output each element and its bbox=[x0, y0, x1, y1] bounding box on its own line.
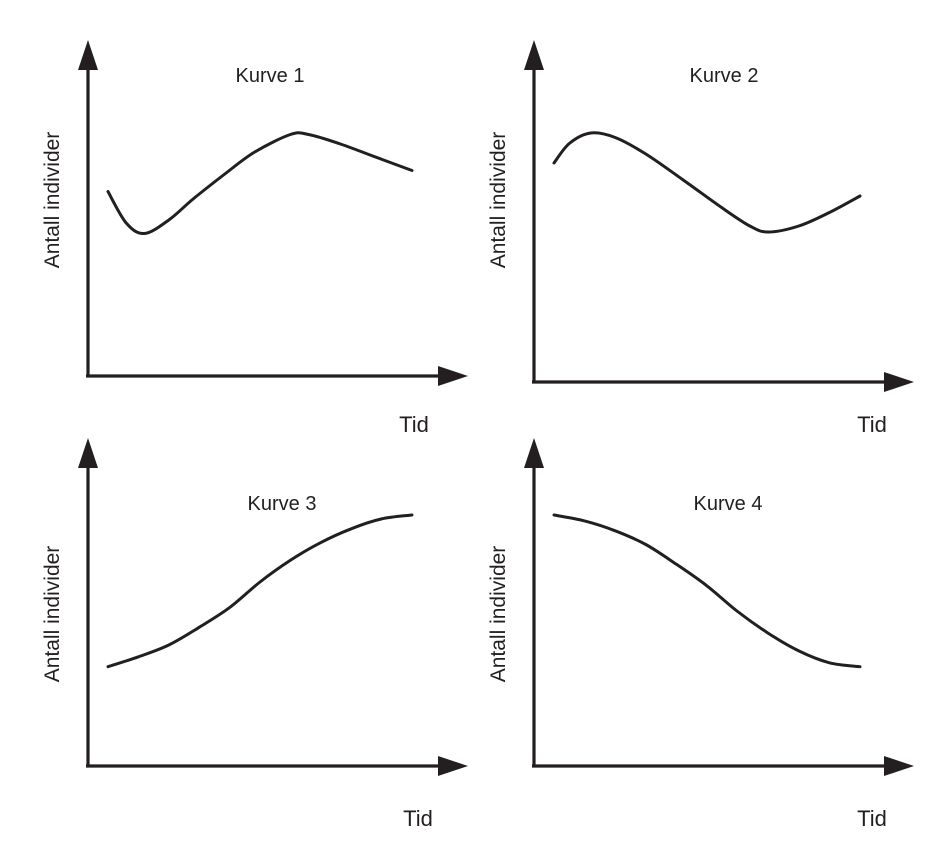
y-axis-label-3: Antall individer bbox=[41, 546, 64, 683]
chart-title-3: Kurve 3 bbox=[248, 493, 317, 515]
chart-panel-3: Kurve 3 Tid Antall individer bbox=[41, 438, 468, 831]
chart-title-2: Kurve 2 bbox=[690, 65, 759, 87]
x-axis-label-1: Tid bbox=[399, 412, 429, 437]
x-axis-label-2: Tid bbox=[857, 412, 887, 437]
chart-title-4: Kurve 4 bbox=[694, 493, 763, 515]
y-axis-label-1: Antall individer bbox=[41, 132, 64, 269]
series-line-1 bbox=[106, 131, 414, 236]
x-axis-arrow-3 bbox=[438, 756, 468, 776]
chart-panel-4: Kurve 4 Tid Antall individer bbox=[487, 438, 914, 831]
x-axis-label-3: Tid bbox=[403, 806, 433, 831]
chart-panel-2: Kurve 2 Tid Antall individer bbox=[487, 40, 914, 437]
chart-title-1: Kurve 1 bbox=[236, 65, 305, 87]
y-axis-arrow-3 bbox=[78, 438, 98, 468]
y-axis-label-2: Antall individer bbox=[487, 132, 510, 269]
x-axis-arrow-4 bbox=[884, 756, 914, 776]
x-axis-arrow-2 bbox=[884, 372, 914, 392]
x-axis-arrow-1 bbox=[438, 366, 468, 386]
y-axis-label-4: Antall individer bbox=[487, 546, 510, 683]
y-axis-arrow-2 bbox=[524, 40, 544, 70]
y-axis-arrow-1 bbox=[78, 40, 98, 70]
series-line-4 bbox=[552, 513, 862, 669]
series-line-2 bbox=[552, 131, 862, 234]
chart-panel-1: Kurve 1 Tid Antall individer bbox=[41, 40, 468, 437]
y-axis-arrow-4 bbox=[524, 438, 544, 468]
x-axis-label-4: Tid bbox=[857, 806, 887, 831]
series-line-3 bbox=[106, 513, 414, 669]
